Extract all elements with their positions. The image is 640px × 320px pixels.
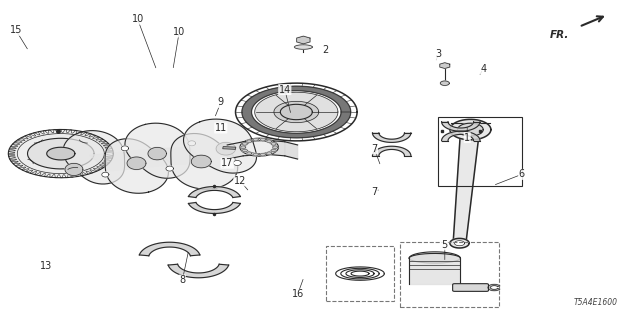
Polygon shape	[246, 152, 252, 155]
Bar	[326, 246, 394, 301]
Polygon shape	[442, 122, 480, 131]
Polygon shape	[458, 123, 483, 136]
Polygon shape	[125, 123, 190, 178]
Polygon shape	[267, 140, 272, 142]
Polygon shape	[122, 149, 173, 168]
Polygon shape	[242, 143, 247, 145]
Bar	[223, 147, 236, 149]
Polygon shape	[216, 142, 236, 155]
Text: 7: 7	[371, 187, 378, 197]
Bar	[400, 242, 499, 307]
Text: 15: 15	[10, 25, 22, 36]
Polygon shape	[450, 119, 491, 140]
Polygon shape	[90, 152, 141, 171]
FancyBboxPatch shape	[452, 284, 488, 291]
Polygon shape	[188, 187, 241, 197]
Polygon shape	[297, 36, 310, 44]
Polygon shape	[488, 284, 500, 291]
Polygon shape	[154, 147, 208, 165]
Polygon shape	[440, 63, 450, 68]
Polygon shape	[166, 166, 173, 171]
Polygon shape	[148, 148, 166, 160]
Polygon shape	[63, 131, 125, 184]
Bar	[438, 117, 522, 186]
Polygon shape	[168, 264, 228, 278]
Text: 1: 1	[464, 132, 470, 143]
Text: 14: 14	[278, 84, 291, 95]
Polygon shape	[28, 138, 94, 169]
Polygon shape	[188, 141, 196, 146]
Polygon shape	[102, 172, 109, 177]
Text: 6: 6	[518, 169, 525, 180]
Text: 16: 16	[291, 289, 304, 300]
Polygon shape	[140, 242, 200, 256]
Polygon shape	[246, 140, 252, 142]
Text: 5: 5	[442, 240, 448, 250]
Polygon shape	[372, 133, 411, 142]
Polygon shape	[274, 101, 319, 123]
Polygon shape	[442, 131, 480, 141]
Polygon shape	[266, 140, 285, 156]
Text: 8: 8	[179, 275, 186, 285]
Polygon shape	[267, 152, 272, 155]
Polygon shape	[440, 81, 449, 85]
Polygon shape	[271, 149, 276, 152]
Text: 7: 7	[371, 144, 378, 154]
Polygon shape	[127, 157, 146, 170]
Polygon shape	[280, 104, 312, 120]
Polygon shape	[105, 139, 168, 193]
Polygon shape	[450, 238, 469, 248]
Polygon shape	[191, 155, 211, 168]
Text: 11: 11	[214, 123, 227, 133]
Text: 10: 10	[131, 14, 144, 24]
Polygon shape	[233, 160, 241, 165]
Text: 17: 17	[221, 158, 234, 168]
Polygon shape	[184, 119, 257, 173]
Polygon shape	[409, 258, 460, 284]
Text: T5A4E1600: T5A4E1600	[573, 298, 617, 307]
Polygon shape	[242, 149, 247, 152]
Text: 9: 9	[218, 97, 224, 108]
Polygon shape	[453, 126, 480, 243]
Polygon shape	[273, 146, 278, 148]
Polygon shape	[253, 139, 258, 141]
Polygon shape	[409, 253, 460, 263]
Polygon shape	[243, 140, 266, 156]
Text: 4: 4	[480, 64, 486, 74]
Text: 13: 13	[40, 260, 52, 271]
Polygon shape	[260, 139, 266, 141]
Polygon shape	[253, 153, 258, 156]
Polygon shape	[245, 141, 273, 154]
Polygon shape	[454, 241, 465, 246]
Polygon shape	[260, 153, 266, 156]
Text: 3: 3	[435, 49, 442, 60]
Polygon shape	[65, 163, 83, 175]
Polygon shape	[240, 138, 278, 156]
Text: 12: 12	[234, 176, 246, 186]
Polygon shape	[121, 146, 129, 151]
Text: 2: 2	[322, 44, 328, 55]
Polygon shape	[227, 142, 243, 159]
Polygon shape	[372, 146, 411, 156]
Polygon shape	[255, 92, 338, 132]
Polygon shape	[285, 142, 298, 159]
Polygon shape	[294, 45, 312, 49]
Polygon shape	[171, 133, 237, 189]
Polygon shape	[8, 130, 113, 178]
Polygon shape	[241, 146, 246, 148]
Text: 10: 10	[173, 27, 186, 37]
Text: FR.: FR.	[550, 30, 570, 40]
Polygon shape	[47, 147, 75, 160]
Polygon shape	[188, 203, 241, 213]
Polygon shape	[271, 143, 276, 145]
Polygon shape	[242, 86, 351, 138]
